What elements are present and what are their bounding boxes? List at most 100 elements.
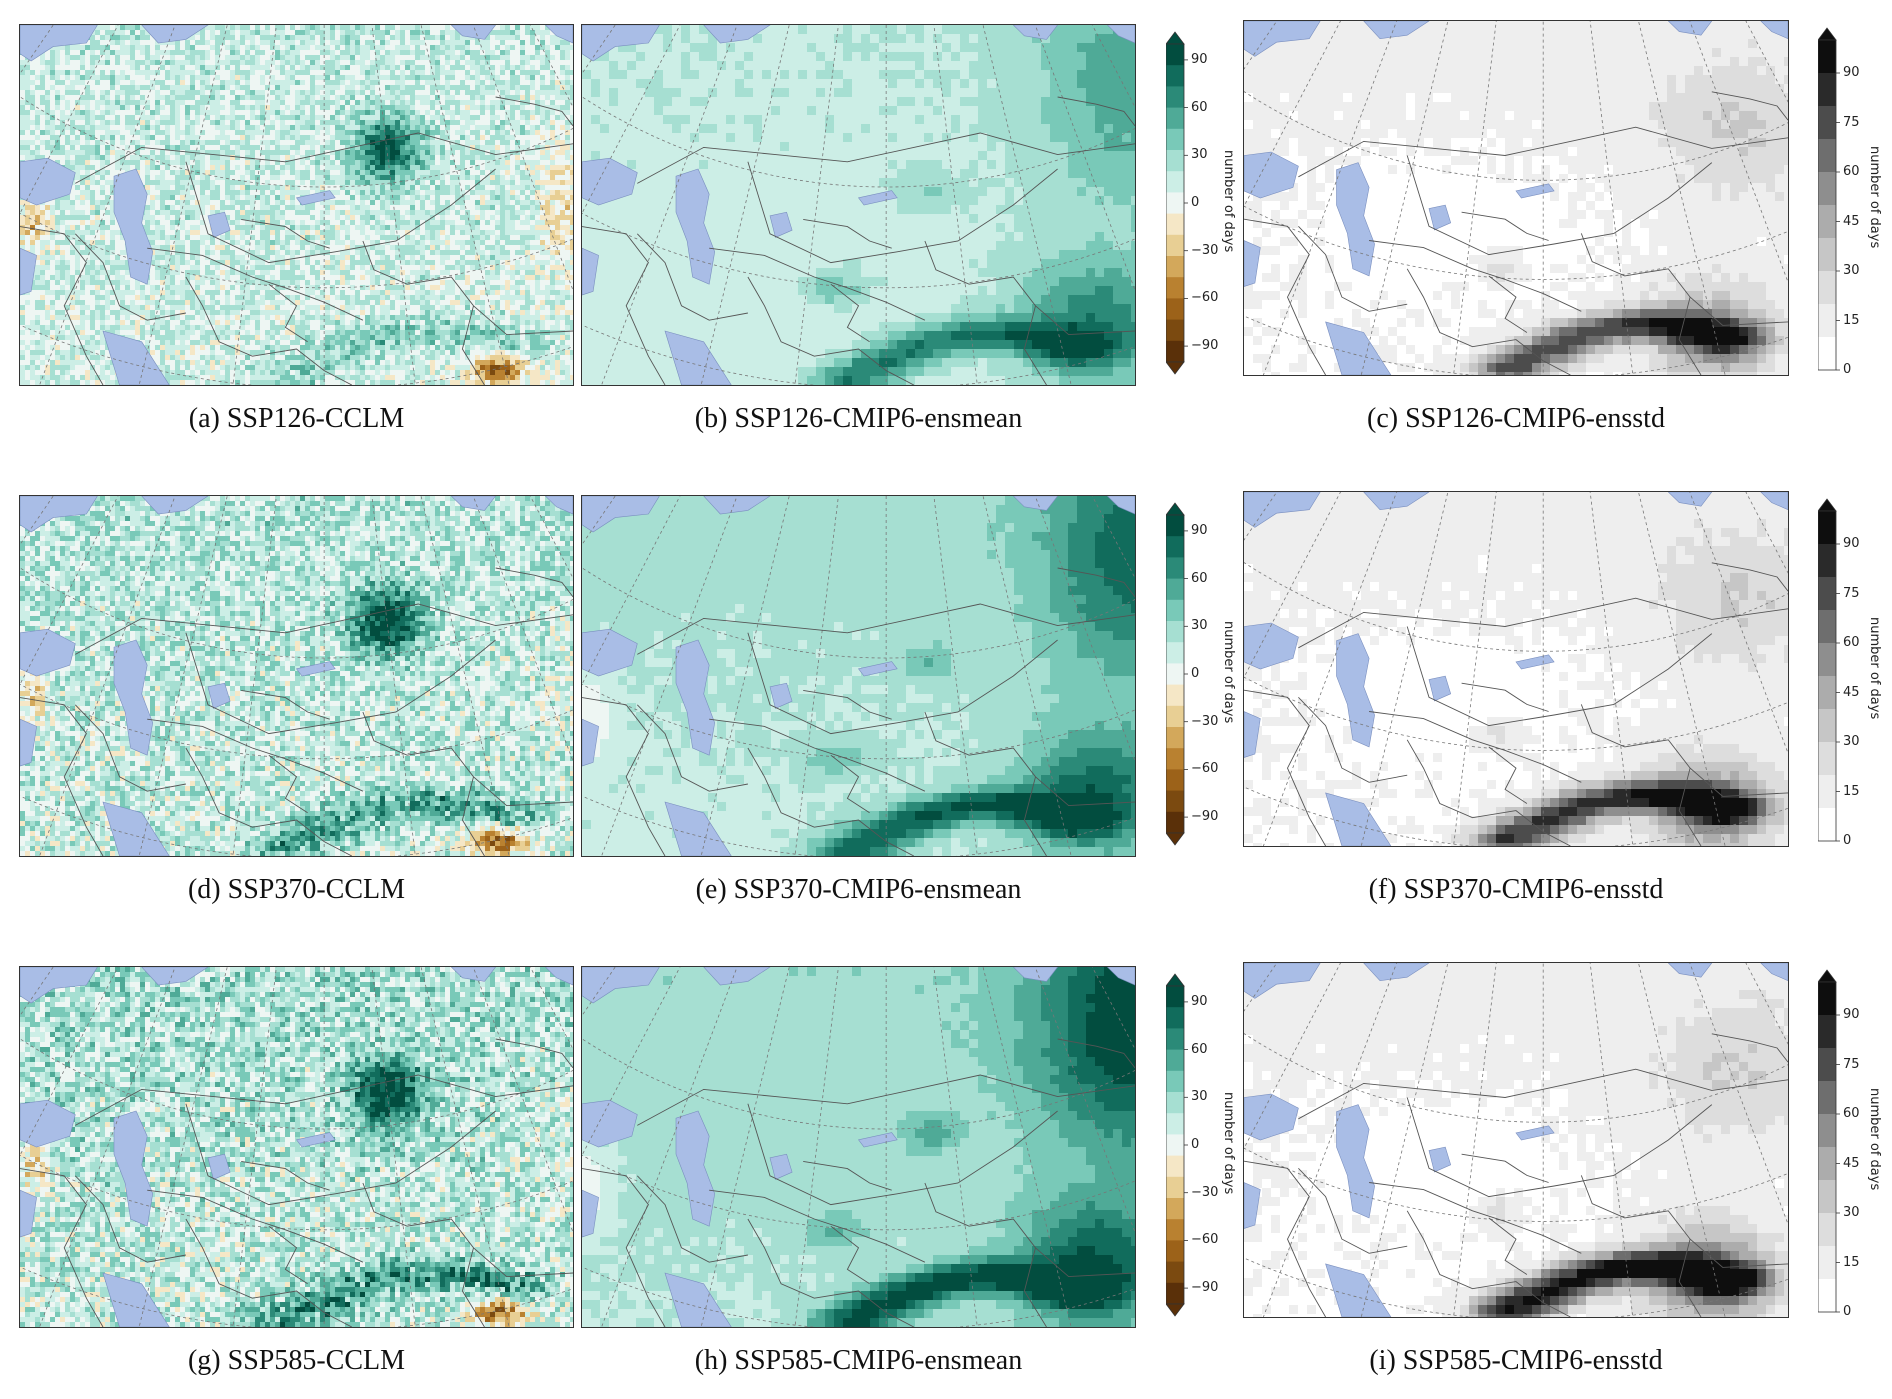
- colorbar-svg: [1818, 969, 1840, 1313]
- colorbar-bin: [1818, 73, 1836, 107]
- colorbar-label: number of days: [1221, 1092, 1236, 1194]
- colorbar-tick-label: 90: [1843, 536, 1860, 551]
- colorbar-bin: [1166, 536, 1184, 558]
- water-bodies: [1244, 21, 1788, 375]
- colorbar-bin: [1166, 150, 1184, 172]
- graticule: [20, 496, 573, 856]
- colorbar-bin: [1166, 1198, 1184, 1220]
- country-borders: [582, 96, 1135, 385]
- colorbar-tick-label: 90: [1191, 994, 1208, 1009]
- colorbar-bin: [1166, 171, 1184, 193]
- colorbar-bin: [1166, 705, 1184, 728]
- caption-h: (h) SSP585-CMIP6-ensmean: [581, 1345, 1136, 1377]
- colorbar-tick-label: −30: [1191, 714, 1218, 729]
- sequential-colorbar-row1: 90 75 60 45 30 15 0 number of days: [1818, 18, 1888, 388]
- colorbar-bin: [1818, 511, 1836, 545]
- colorbar-bin: [1166, 319, 1184, 342]
- colorbar-extend-min: [1166, 361, 1185, 375]
- colorbar-bin: [1166, 663, 1184, 686]
- map-g: [20, 967, 573, 1327]
- map-a: [20, 25, 573, 385]
- map-raster: [20, 496, 573, 856]
- colorbar-bin: [1166, 340, 1184, 363]
- colorbar-tick-label: 0: [1843, 362, 1851, 377]
- colorbar-tick-label: 90: [1843, 1007, 1860, 1022]
- colorbar-bin: [1818, 106, 1836, 140]
- caption-e: (e) SSP370-CMIP6-ensmean: [581, 874, 1136, 906]
- colorbar-bin: [1166, 642, 1184, 664]
- water-bodies: [20, 496, 573, 856]
- colorbar-bin: [1818, 982, 1836, 1016]
- colorbar-tick-label: 30: [1843, 734, 1860, 749]
- colorbar-svg: [1818, 27, 1840, 371]
- colorbar-bin: [1818, 742, 1836, 776]
- map-panel-e: [581, 495, 1136, 857]
- colorbar-bin: [1166, 748, 1184, 770]
- colorbar-tick-label: 30: [1191, 1089, 1208, 1104]
- map-raster: [20, 25, 573, 385]
- colorbar-tick-label: 60: [1843, 1106, 1860, 1121]
- colorbar-bin: [1166, 1007, 1184, 1029]
- map-raster: [1244, 963, 1788, 1317]
- colorbar-extend-min: [1166, 1303, 1185, 1317]
- colorbar-bin: [1818, 1048, 1836, 1082]
- colorbar-tick-label: 0: [1843, 833, 1851, 848]
- colorbar-tick-label: 45: [1843, 214, 1860, 229]
- map-raster: [582, 496, 1135, 856]
- country-borders: [582, 1038, 1135, 1327]
- map-c: [1244, 21, 1788, 375]
- water-bodies: [582, 496, 1135, 856]
- colorbar-bin: [1166, 769, 1184, 792]
- colorbar-bin: [1818, 304, 1836, 338]
- country-borders: [20, 1038, 573, 1327]
- map-panel-d: [19, 495, 574, 857]
- colorbar-bin: [1166, 515, 1184, 537]
- colorbar-extend-max: [1818, 27, 1837, 41]
- map-panel-a: [19, 24, 574, 386]
- map-f: [1244, 492, 1788, 846]
- colorbar-tick-label: 30: [1191, 618, 1208, 633]
- map-e: [582, 496, 1135, 856]
- map-b: [582, 25, 1135, 385]
- colorbar-label: number of days: [1221, 150, 1236, 252]
- colorbar-bin: [1166, 298, 1184, 321]
- map-panel-i: [1243, 962, 1789, 1318]
- diverging-colorbar-row3: 90 60 30 0 −30 −60 −90 number of days: [1166, 964, 1306, 1334]
- colorbar-tick-label: −60: [1191, 1232, 1218, 1247]
- colorbar-bin: [1818, 337, 1836, 371]
- colorbar-tick-label: 90: [1191, 52, 1208, 67]
- country-borders: [1244, 1033, 1788, 1317]
- diverging-colorbar-row1: 90 60 30 0 −30 −60 −90 number of days: [1166, 22, 1306, 392]
- colorbar-bin: [1166, 790, 1184, 813]
- colorbar-bin: [1818, 1180, 1836, 1214]
- country-borders: [20, 567, 573, 856]
- colorbar-bin: [1818, 238, 1836, 272]
- colorbar-bin: [1166, 621, 1184, 643]
- colorbar-tick-label: −60: [1191, 290, 1218, 305]
- colorbar-tick-label: −90: [1191, 338, 1218, 353]
- colorbar-bin: [1818, 1114, 1836, 1148]
- colorbar-label: number of days: [1867, 617, 1882, 719]
- colorbar-bin: [1166, 1282, 1184, 1305]
- colorbar-bin: [1818, 577, 1836, 611]
- colorbar-bin: [1166, 86, 1184, 109]
- map-raster: [1244, 21, 1788, 375]
- colorbar-bin: [1818, 139, 1836, 173]
- colorbar-bin: [1166, 557, 1184, 580]
- colorbar-bin: [1818, 1015, 1836, 1049]
- colorbar-tick-label: −30: [1191, 1185, 1218, 1200]
- caption-a: (a) SSP126-CCLM: [19, 403, 574, 435]
- colorbar-label: number of days: [1867, 146, 1882, 248]
- map-i: [1244, 963, 1788, 1317]
- colorbar-tick-label: 45: [1843, 685, 1860, 700]
- colorbar-svg: [1166, 502, 1188, 846]
- colorbar-tick-label: 75: [1843, 586, 1860, 601]
- colorbar-tick-label: 30: [1843, 263, 1860, 278]
- colorbar-bin: [1166, 1155, 1184, 1178]
- colorbar-tick-label: 45: [1843, 1156, 1860, 1171]
- map-panel-b: [581, 24, 1136, 386]
- colorbar-bin: [1166, 128, 1184, 151]
- colorbar-svg: [1166, 31, 1188, 375]
- colorbar-label: number of days: [1867, 1088, 1882, 1190]
- caption-b: (b) SSP126-CMIP6-ensmean: [581, 403, 1136, 435]
